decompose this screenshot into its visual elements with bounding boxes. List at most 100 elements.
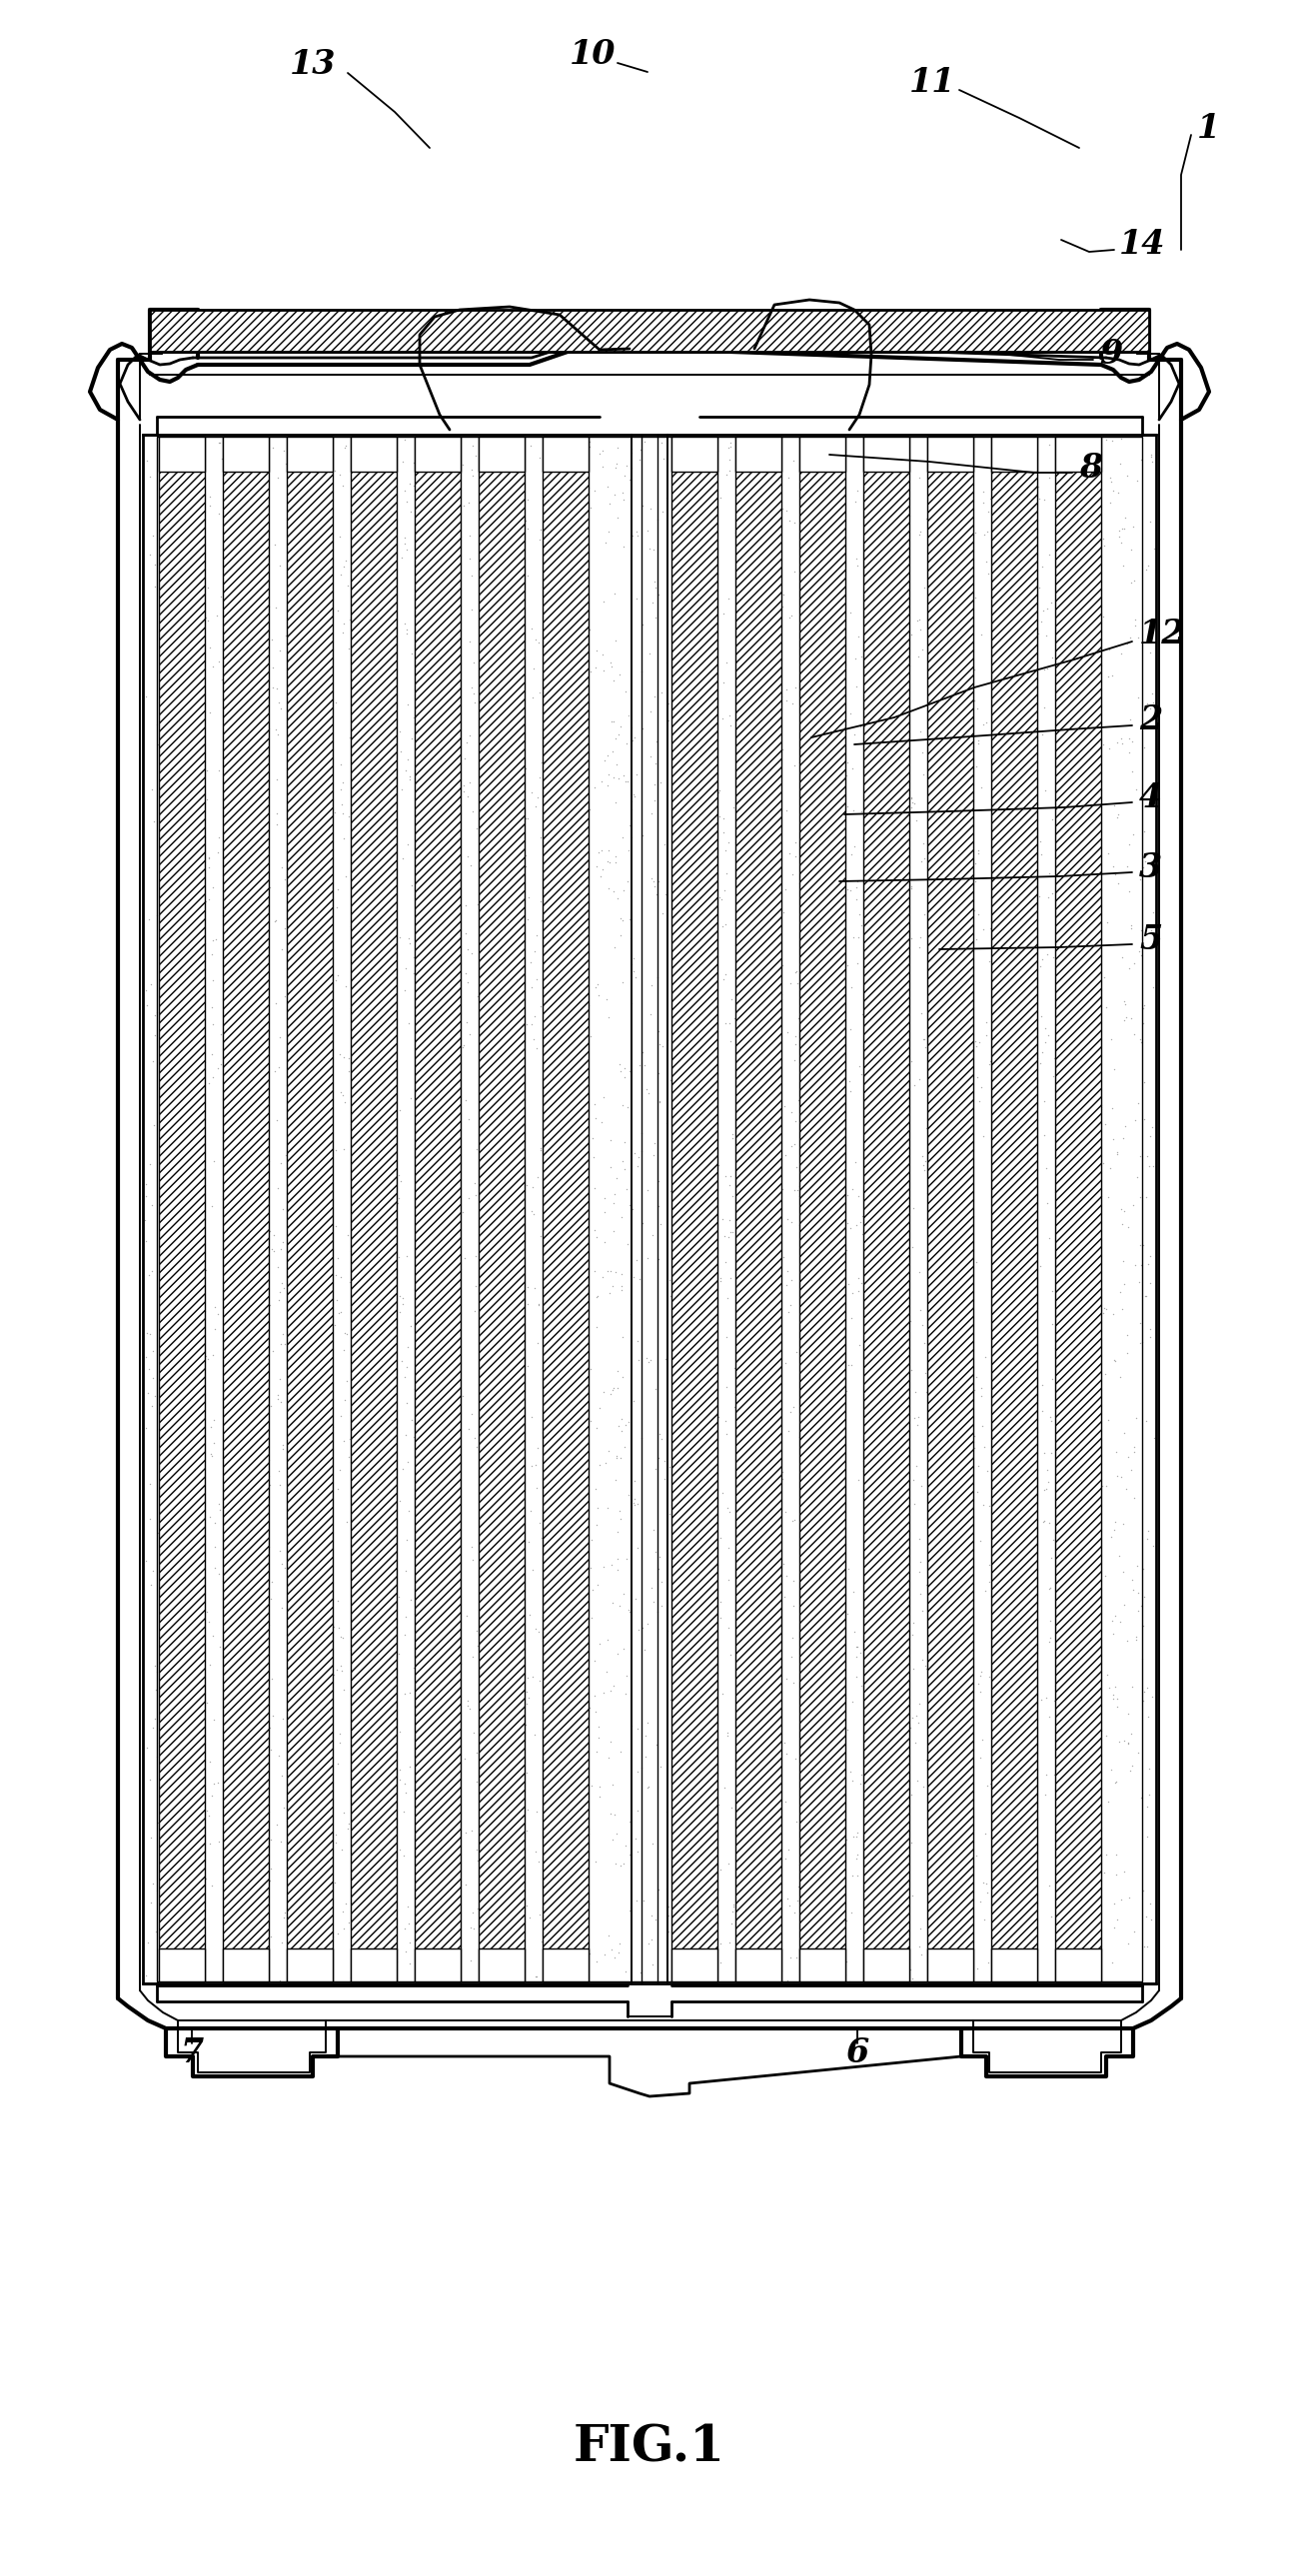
Point — [1134, 984, 1155, 1025]
Point — [765, 631, 786, 672]
Point — [913, 1149, 934, 1190]
Point — [1035, 1007, 1056, 1048]
Point — [256, 943, 277, 984]
Point — [517, 799, 538, 840]
Point — [842, 1855, 863, 1896]
Point — [668, 1502, 688, 1543]
Point — [1083, 930, 1104, 971]
Point — [1040, 1401, 1061, 1443]
Point — [609, 1043, 630, 1084]
Point — [422, 1239, 443, 1280]
Point — [947, 1260, 968, 1301]
Point — [338, 1051, 359, 1092]
Point — [333, 603, 353, 644]
Point — [559, 1649, 579, 1690]
Point — [712, 698, 733, 739]
Point — [744, 1535, 765, 1577]
Bar — [158, 438, 205, 471]
Point — [153, 974, 174, 1015]
Point — [440, 613, 461, 654]
Point — [142, 768, 162, 809]
Point — [1083, 1234, 1104, 1275]
Point — [562, 1865, 583, 1906]
Point — [730, 649, 751, 690]
Point — [1133, 1577, 1154, 1618]
Point — [613, 899, 634, 940]
Point — [474, 896, 495, 938]
Point — [625, 1819, 646, 1860]
Point — [1073, 1200, 1094, 1242]
Point — [438, 1553, 459, 1595]
Point — [601, 1929, 622, 1971]
Point — [542, 1226, 562, 1267]
Point — [551, 502, 572, 544]
Point — [291, 1819, 312, 1860]
Point — [270, 1381, 291, 1422]
Point — [816, 1090, 837, 1131]
Point — [552, 1291, 573, 1332]
Point — [1068, 1077, 1089, 1118]
Point — [679, 616, 700, 657]
Point — [456, 1595, 477, 1636]
Point — [807, 641, 827, 683]
Point — [566, 706, 587, 747]
Point — [746, 1577, 766, 1618]
Point — [274, 1548, 295, 1589]
Point — [817, 443, 838, 484]
Point — [834, 1723, 855, 1765]
Point — [399, 917, 420, 958]
Point — [630, 430, 651, 471]
Point — [929, 757, 950, 799]
Point — [948, 1195, 969, 1236]
Point — [207, 595, 227, 636]
Point — [768, 835, 788, 876]
Point — [296, 1461, 317, 1502]
Point — [197, 1340, 218, 1381]
Point — [785, 551, 805, 592]
Point — [366, 1899, 387, 1940]
Point — [847, 544, 868, 585]
Point — [416, 842, 436, 884]
Point — [675, 1329, 696, 1370]
Point — [1066, 680, 1087, 721]
Point — [618, 829, 639, 871]
Point — [813, 1481, 834, 1522]
Point — [1047, 1610, 1068, 1651]
Point — [633, 814, 653, 855]
Point — [673, 1940, 694, 1981]
Point — [994, 1136, 1015, 1177]
Point — [942, 1911, 963, 1953]
Point — [772, 487, 792, 528]
Point — [973, 909, 994, 951]
Point — [218, 976, 239, 1018]
Point — [844, 636, 865, 677]
Point — [420, 1960, 440, 2002]
Point — [1005, 1012, 1026, 1054]
Point — [885, 1023, 905, 1064]
Point — [1134, 1924, 1155, 1965]
Point — [737, 520, 757, 562]
Point — [369, 1468, 390, 1510]
Bar — [223, 1947, 269, 1981]
Point — [590, 1445, 611, 1486]
Point — [726, 1095, 747, 1136]
Point — [382, 564, 403, 605]
Point — [1117, 1332, 1138, 1373]
Point — [317, 719, 338, 760]
Point — [772, 683, 792, 724]
Point — [539, 1772, 560, 1814]
Point — [840, 1208, 861, 1249]
Point — [750, 1875, 770, 1917]
Point — [366, 667, 387, 708]
Point — [235, 1878, 256, 1919]
Point — [1081, 1466, 1102, 1507]
Point — [171, 1667, 192, 1708]
Point — [1134, 840, 1155, 881]
Point — [374, 1350, 395, 1391]
Point — [201, 933, 222, 974]
Point — [1026, 549, 1047, 590]
Point — [1142, 440, 1163, 482]
Point — [507, 1005, 527, 1046]
Point — [911, 608, 931, 649]
Point — [552, 1038, 573, 1079]
